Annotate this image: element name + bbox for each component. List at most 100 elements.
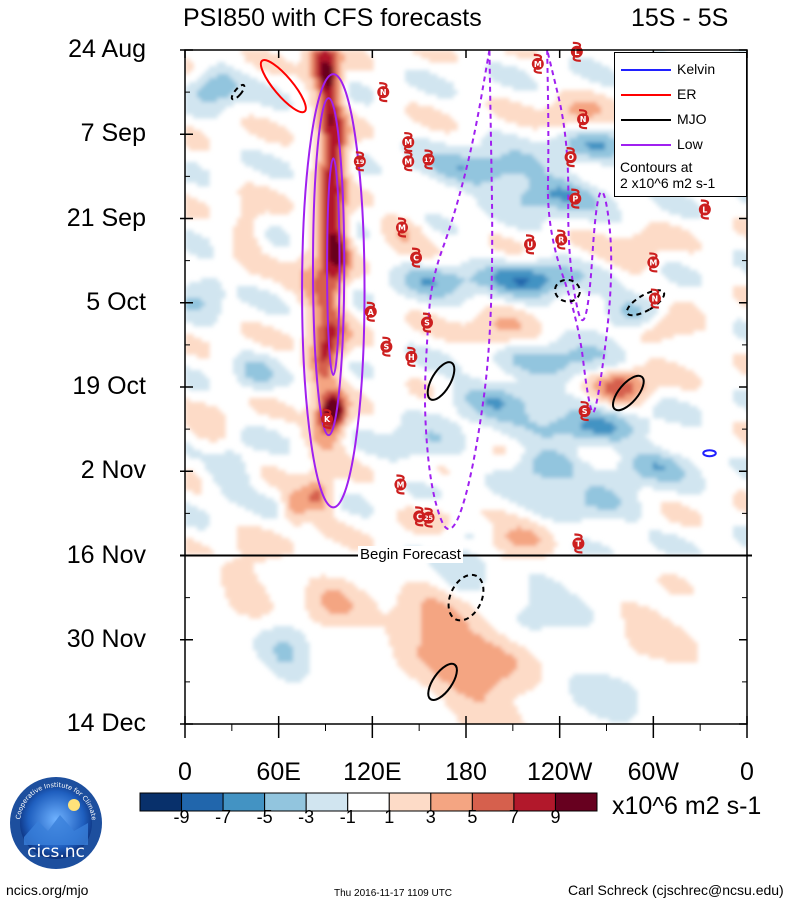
field-cell <box>257 298 262 303</box>
field-cell <box>273 334 278 339</box>
field-cell <box>317 302 322 307</box>
field-cell <box>649 234 654 239</box>
field-cell <box>581 182 586 187</box>
field-cell <box>309 198 314 203</box>
field-cell <box>733 326 738 331</box>
field-cell <box>505 298 510 303</box>
field-cell <box>305 58 310 63</box>
field-cell <box>369 166 374 171</box>
field-cell <box>281 126 286 131</box>
field-cell <box>249 298 254 303</box>
field-cell <box>465 146 470 151</box>
field-cell <box>337 190 342 195</box>
field-cell <box>561 158 566 163</box>
field-cell <box>577 90 582 95</box>
field-cell <box>313 50 318 55</box>
field-cell <box>441 162 446 167</box>
field-cell <box>569 214 574 219</box>
field-cell <box>305 282 310 287</box>
field-cell <box>261 270 266 275</box>
field-cell <box>593 242 598 247</box>
field-cell <box>513 330 518 335</box>
field-cell <box>309 206 314 211</box>
field-cell <box>249 210 254 215</box>
field-cell <box>365 266 370 271</box>
field-cell <box>321 134 326 139</box>
field-cell <box>497 318 502 323</box>
field-cell <box>737 222 742 227</box>
field-cell <box>557 150 562 155</box>
field-cell <box>297 262 302 267</box>
field-cell <box>581 70 586 75</box>
field-cell <box>421 286 426 291</box>
field-cell <box>513 242 518 247</box>
field-cell <box>577 330 582 335</box>
field-cell <box>425 138 430 143</box>
field-cell <box>501 306 506 311</box>
field-cell <box>245 206 250 211</box>
field-cell <box>357 306 362 311</box>
field-cell <box>665 222 670 227</box>
field-cell <box>185 106 190 111</box>
field-cell <box>673 202 678 207</box>
field-cell <box>417 286 422 291</box>
field-cell <box>285 66 290 71</box>
field-cell <box>189 138 194 143</box>
field-cell <box>281 238 286 243</box>
field-cell <box>541 282 546 287</box>
field-cell <box>513 186 518 191</box>
field-cell <box>509 210 514 215</box>
field-cell <box>517 114 522 119</box>
field-cell <box>185 102 190 107</box>
field-cell <box>321 186 326 191</box>
field-cell <box>489 210 494 215</box>
field-cell <box>549 206 554 211</box>
field-cell <box>193 98 198 103</box>
field-cell <box>685 306 690 311</box>
field-cell <box>197 322 202 327</box>
field-cell <box>257 134 262 139</box>
field-cell <box>345 174 350 179</box>
field-cell <box>665 322 670 327</box>
field-cell <box>545 162 550 167</box>
field-cell <box>597 110 602 115</box>
field-cell <box>313 130 318 135</box>
field-cell <box>537 194 542 199</box>
field-cell <box>441 146 446 151</box>
field-cell <box>737 226 742 231</box>
field-cell <box>745 234 747 239</box>
field-cell <box>329 214 334 219</box>
field-cell <box>689 310 694 315</box>
field-cell <box>285 242 290 247</box>
field-cell <box>209 290 214 295</box>
field-cell <box>733 286 738 291</box>
field-cell <box>249 190 254 195</box>
field-cell <box>321 278 326 283</box>
field-cell <box>333 290 338 295</box>
field-cell <box>309 246 314 251</box>
field-cell <box>277 158 282 163</box>
field-cell <box>485 134 490 139</box>
field-cell <box>245 226 250 231</box>
field-cell <box>469 190 474 195</box>
field-cell <box>609 318 614 323</box>
field-cell <box>329 258 334 263</box>
field-cell <box>533 286 538 291</box>
field-cell <box>313 158 318 163</box>
field-cell <box>489 174 494 179</box>
field-cell <box>437 302 442 307</box>
field-cell <box>309 82 314 87</box>
field-cell <box>553 198 558 203</box>
field-cell <box>393 222 398 227</box>
field-cell <box>249 86 254 91</box>
field-cell <box>313 278 318 283</box>
field-cell <box>553 254 558 259</box>
field-cell <box>305 266 310 271</box>
field-cell <box>185 202 190 207</box>
field-cell <box>477 270 482 275</box>
field-cell <box>741 262 746 267</box>
field-cell <box>741 218 746 223</box>
field-cell <box>189 126 194 131</box>
field-cell <box>325 82 330 87</box>
field-cell <box>269 302 274 307</box>
